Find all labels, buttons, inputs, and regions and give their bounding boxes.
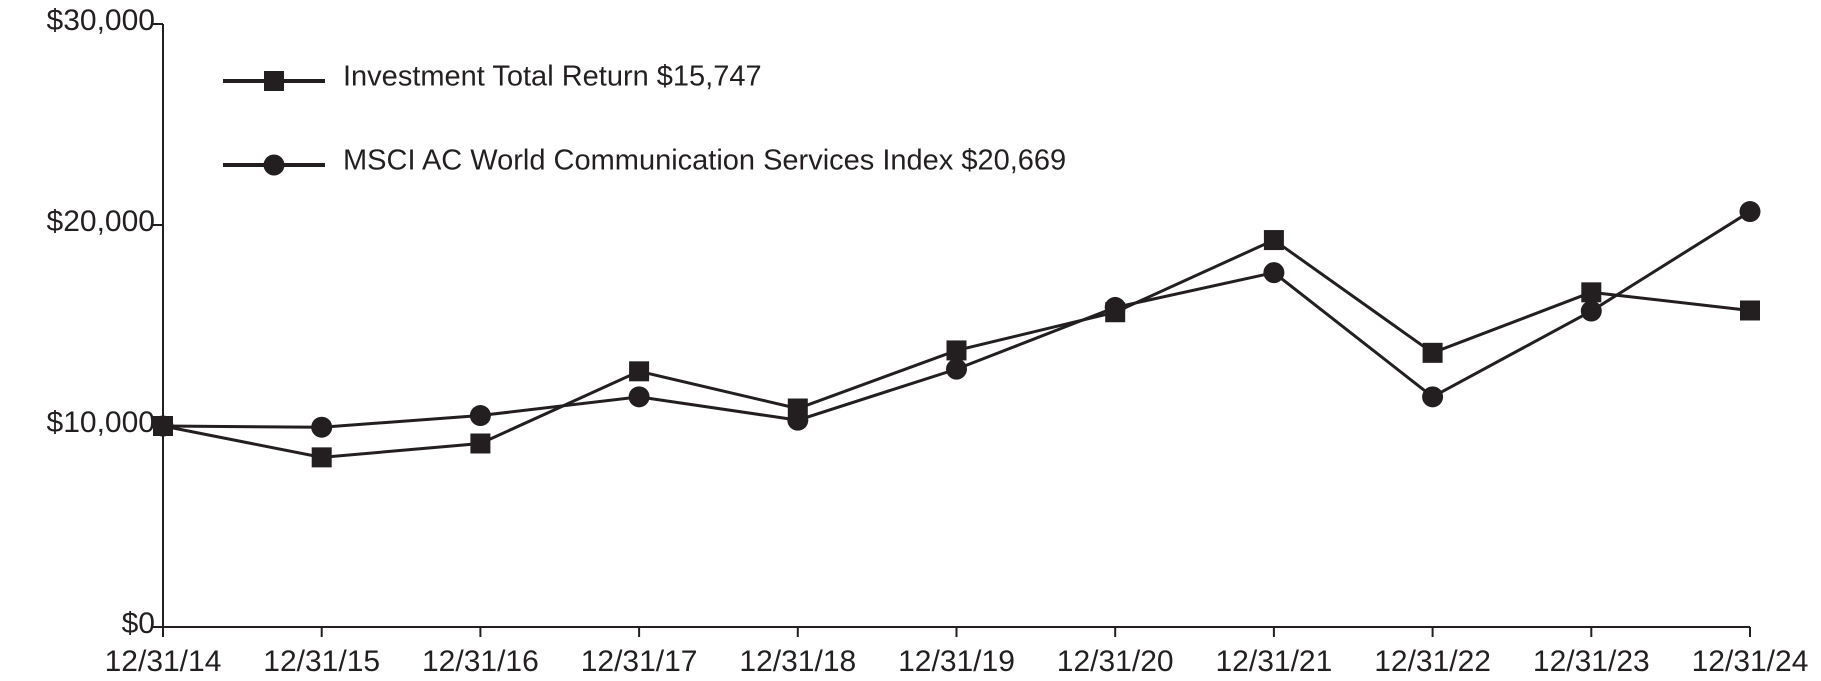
y-tick-label: $30,000 (47, 4, 155, 37)
data-point (311, 416, 333, 438)
data-point (1739, 201, 1761, 223)
data-point (1580, 300, 1602, 322)
data-point (629, 361, 650, 382)
data-point (946, 358, 967, 380)
x-tick-label: 12/31/22 (1374, 645, 1491, 678)
y-tick-label: $10,000 (47, 406, 155, 439)
data-point (311, 447, 332, 468)
x-tick-label: 12/31/17 (581, 645, 698, 678)
x-tick-label: 12/31/18 (739, 645, 856, 678)
legend-label: Investment Total Return $15,747 (343, 61, 762, 93)
x-tick-label: 12/31/19 (898, 645, 1015, 678)
legend-marker (264, 71, 284, 91)
x-tick-label: 12/31/21 (1216, 645, 1333, 678)
x-tick-label: 12/31/24 (1692, 645, 1809, 678)
data-point (628, 386, 650, 408)
y-tick-label: $20,000 (47, 205, 155, 238)
data-point (1263, 262, 1285, 284)
data-point (152, 415, 174, 437)
x-tick-label: 12/31/15 (263, 645, 380, 678)
data-point (787, 409, 809, 431)
legend-marker (263, 154, 285, 176)
x-tick-label: 12/31/14 (105, 645, 222, 678)
data-point (470, 433, 491, 454)
x-tick-label: 12/31/23 (1533, 645, 1650, 678)
data-point (1581, 282, 1602, 303)
x-tick-label: 12/31/16 (422, 645, 539, 678)
series-line (162, 210, 1751, 429)
y-tick-label: $0 (122, 607, 155, 640)
data-point (1422, 342, 1443, 363)
legend-label: MSCI AC World Communication Services Ind… (343, 145, 1066, 177)
data-point (1104, 296, 1126, 318)
data-point (1263, 230, 1284, 251)
data-point (946, 340, 967, 361)
data-point (469, 405, 491, 427)
data-point (1422, 386, 1444, 408)
data-point (1740, 300, 1760, 321)
x-tick-label: 12/31/20 (1057, 645, 1174, 678)
